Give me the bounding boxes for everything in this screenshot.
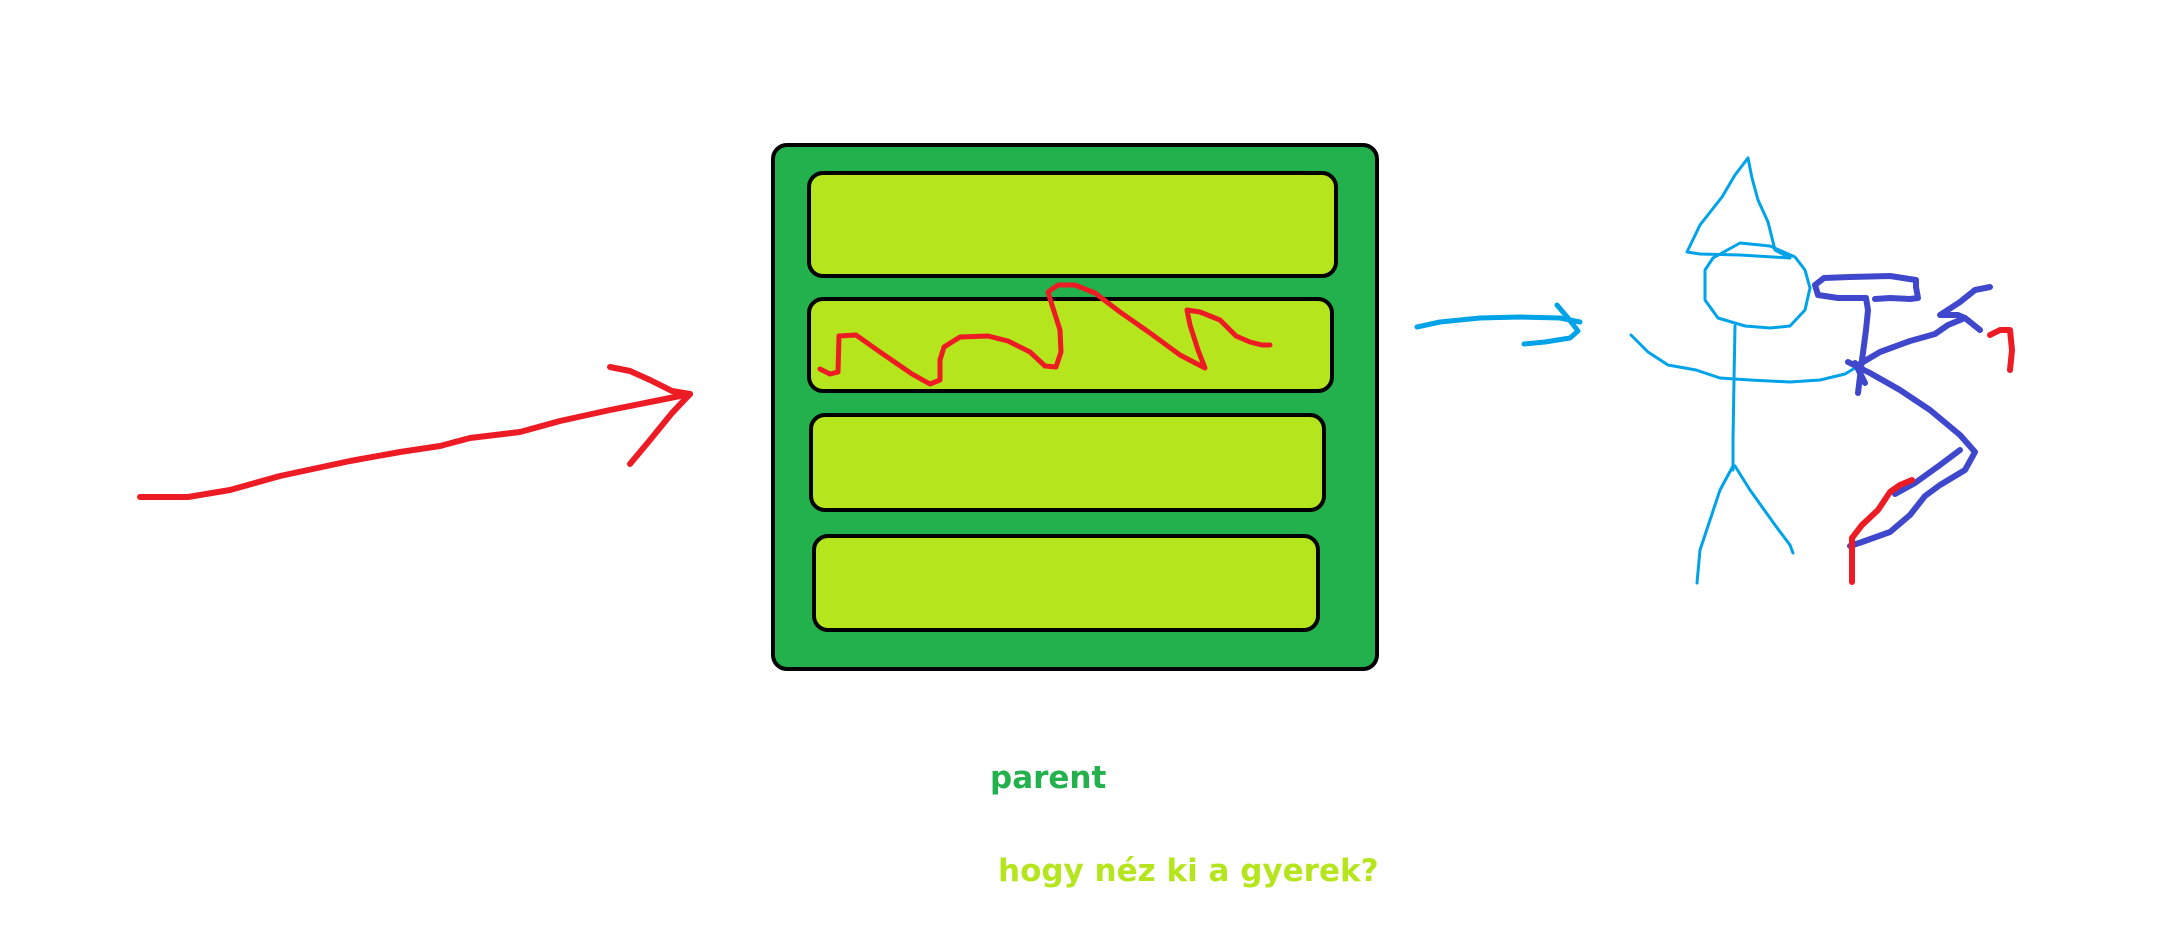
child-figure (1629, 156, 2015, 585)
figure-red-accents (1849, 327, 2015, 585)
parent-label: parent (990, 760, 1107, 796)
figure-torso (1731, 324, 1737, 472)
figure-left-arm (1629, 333, 1862, 384)
figure-body (1629, 156, 1862, 585)
outgoing-arrow-head (1521, 302, 1581, 347)
bow-handle-top (1812, 273, 1921, 396)
figure-hat (1685, 156, 1792, 260)
incoming-arrow-head-upper (607, 364, 693, 397)
bow-string (1845, 359, 1978, 549)
child-row-1 (807, 171, 1338, 278)
child-row-4 (812, 534, 1320, 632)
arrow-cross (1852, 360, 1868, 386)
bow-red-tip-upper (1987, 327, 2015, 373)
bow-tip-upper (1962, 315, 1983, 333)
child-question-label: hogy néz ki a gyerek? (998, 853, 1379, 889)
incoming-arrow-shaft (137, 391, 693, 500)
bow-red-tip-lower (1849, 477, 1915, 585)
parent-container (771, 143, 1379, 671)
child-row-3 (809, 413, 1326, 512)
incoming-arrow (137, 364, 693, 500)
outgoing-arrow (1414, 302, 1583, 347)
incoming-arrow-head-lower (627, 391, 693, 467)
figure-bow (1812, 273, 1993, 549)
row-scribble (817, 282, 1273, 387)
bow-limb-lower (1892, 447, 1963, 497)
figure-left-leg (1695, 464, 1735, 585)
figure-head (1703, 241, 1812, 330)
outgoing-arrow-shaft (1414, 314, 1583, 330)
figure-right-leg (1733, 464, 1795, 555)
